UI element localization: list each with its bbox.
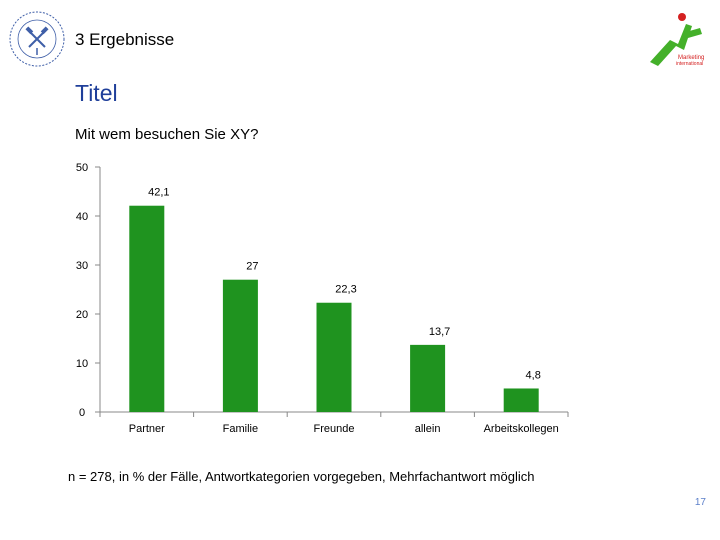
bar-arbeitskollegen	[503, 388, 539, 412]
y-tick-label: 10	[76, 358, 88, 370]
slide-title: Titel	[75, 80, 118, 106]
chart-footnote: n = 278, in % der Fälle, Antwortkategori…	[68, 469, 535, 484]
svg-text:Marketing: Marketing	[678, 55, 704, 61]
y-tick-label: 40	[76, 211, 88, 223]
bar-freunde	[316, 302, 352, 412]
bar-chart: 0 10 20 30 40 50 42,1 Partner 27 Familie 22,3 Freun…	[76, 162, 569, 435]
bar-value-label: 13,7	[429, 326, 450, 338]
bar-value-label: 4,8	[526, 369, 541, 381]
x-category-label: Arbeitskollegen	[484, 423, 559, 435]
bar-value-label: 42,1	[148, 187, 169, 199]
chart-question: Mit wem besuchen Sie XY?	[75, 126, 259, 143]
bar-value-label: 27	[246, 261, 258, 273]
x-category-label: Partner	[129, 423, 165, 435]
bar-allein	[410, 344, 446, 412]
y-tick-label: 20	[76, 309, 88, 321]
marketing-brand-logo: Marketing international	[650, 13, 704, 67]
section-title: 3 Ergebnisse	[75, 30, 175, 49]
x-category-label: Freunde	[314, 423, 355, 435]
y-tick-label: 50	[76, 162, 88, 174]
svg-text:international: international	[676, 61, 703, 67]
bar-value-label: 22,3	[335, 284, 356, 296]
university-seal-logo	[9, 11, 65, 67]
x-category-label: Familie	[223, 423, 258, 435]
x-category-label: allein	[415, 423, 441, 435]
page-number: 17	[694, 497, 706, 508]
y-tick-label: 30	[76, 260, 88, 272]
bar-partner	[129, 205, 165, 412]
bar-familie	[222, 279, 258, 412]
y-tick-label: 0	[79, 407, 85, 419]
